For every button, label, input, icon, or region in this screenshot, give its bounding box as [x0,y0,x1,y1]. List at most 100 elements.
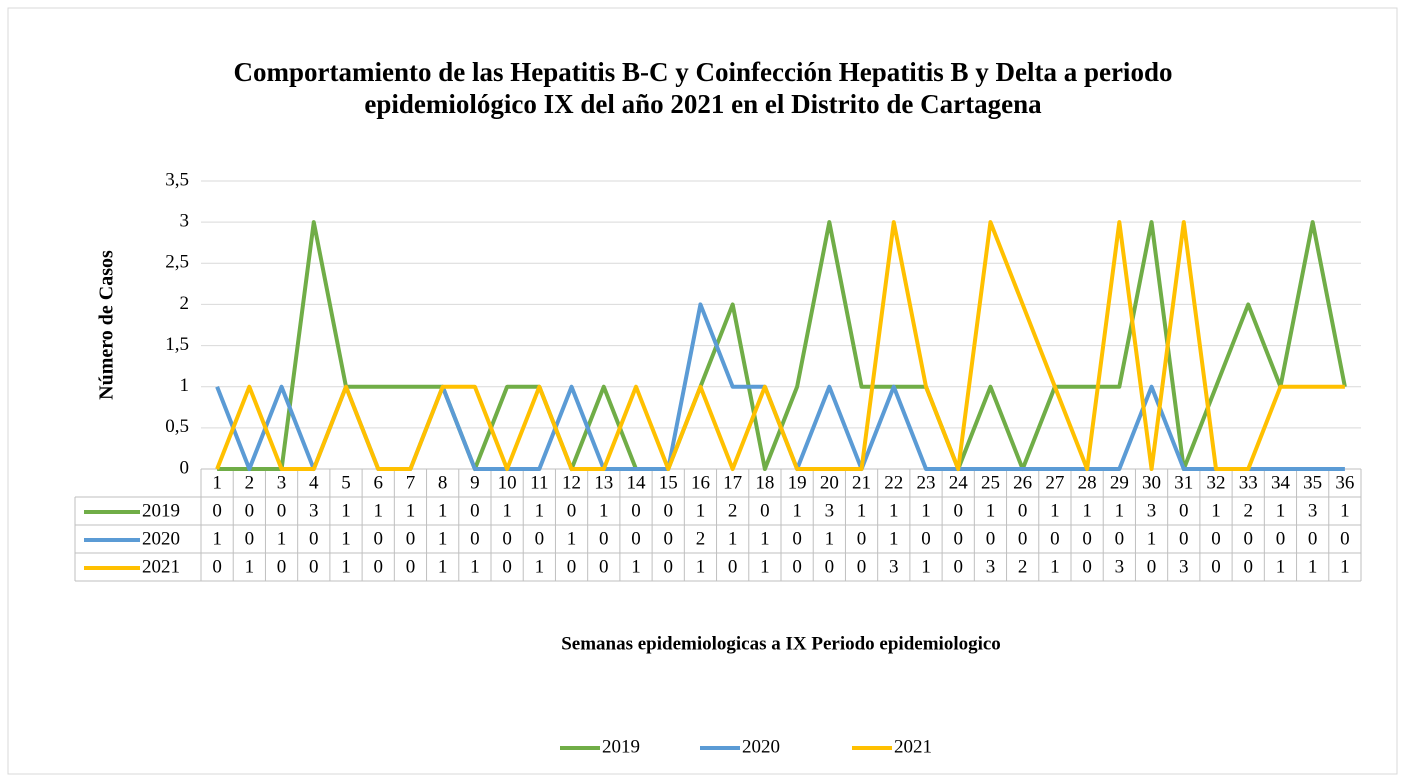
table-value: 0 [212,556,222,577]
table-value: 0 [1243,528,1253,549]
table-value: 0 [1308,528,1318,549]
table-value: 1 [760,528,770,549]
table-value: 0 [857,528,867,549]
x-tick-label: 28 [1078,472,1097,493]
table-value: 1 [889,528,899,549]
table-value: 1 [1115,500,1125,521]
table-value: 1 [792,500,802,521]
x-tick-label: 11 [530,472,548,493]
table-value: 1 [1050,556,1060,577]
table-value: 0 [567,500,577,521]
table-value: 1 [535,500,545,521]
legend-label: 2020 [742,736,780,757]
table-value: 1 [1340,500,1350,521]
x-tick-label: 8 [438,472,448,493]
table-value: 1 [696,556,706,577]
table-value: 3 [889,556,899,577]
table-value: 0 [1018,500,1028,521]
table-value: 1 [857,500,867,521]
y-tick-label: 3 [180,211,190,232]
table-value: 2 [696,528,706,549]
table-value: 0 [1115,528,1125,549]
x-axis-label: Semanas epidemiologicas a IX Periodo epi… [561,633,1001,654]
table-value: 0 [245,528,255,549]
table-value: 1 [1147,528,1157,549]
table-value: 0 [792,556,802,577]
table-value: 0 [1340,528,1350,549]
table-value: 0 [1243,556,1253,577]
table-value: 3 [309,500,319,521]
x-tick-label: 33 [1239,472,1258,493]
y-tick-label: 0 [180,457,190,478]
x-tick-label: 25 [981,472,1000,493]
y-tick-label: 1,5 [165,334,189,355]
table-value: 1 [502,500,512,521]
table-value: 1 [341,528,351,549]
x-tick-label: 23 [917,472,936,493]
legend-label: 2019 [602,736,640,757]
x-tick-label: 4 [309,472,319,493]
table-value: 1 [760,556,770,577]
table-value: 0 [212,500,222,521]
table-value: 0 [245,500,255,521]
table-value: 0 [1147,556,1157,577]
table-value: 0 [470,528,480,549]
table-value: 0 [1179,500,1189,521]
table-value: 0 [857,556,867,577]
table-value: 2 [1243,500,1253,521]
table-value: 0 [567,556,577,577]
x-tick-label: 13 [594,472,613,493]
table-value: 1 [567,528,577,549]
x-tick-label: 12 [562,472,581,493]
table-value: 1 [1340,556,1350,577]
x-tick-label: 27 [1045,472,1064,493]
table-value: 0 [953,500,963,521]
table-value: 0 [663,500,673,521]
table-value: 0 [277,556,287,577]
table-value: 1 [341,556,351,577]
x-tick-label: 2 [245,472,255,493]
table-value: 0 [373,556,383,577]
table-value: 1 [535,556,545,577]
table-value: 3 [1147,500,1157,521]
chart-border [7,7,1398,775]
x-tick-label: 16 [691,472,710,493]
table-value: 1 [341,500,351,521]
x-tick-label: 17 [723,472,742,493]
table-value: 1 [1276,556,1286,577]
table-value: 0 [1211,528,1221,549]
table-value: 0 [1050,528,1060,549]
y-tick-label: 1 [180,375,190,396]
table-value: 0 [1018,528,1028,549]
table-value: 2 [1018,556,1028,577]
table-value: 0 [792,528,802,549]
table-value: 3 [986,556,996,577]
table-value: 1 [277,528,287,549]
table-value: 0 [599,528,609,549]
x-tick-label: 7 [406,472,416,493]
y-tick-label: 0,5 [165,416,189,437]
table-value: 0 [760,500,770,521]
table-value: 0 [921,528,931,549]
x-tick-label: 31 [1174,472,1193,493]
table-value: 3 [1179,556,1189,577]
table-value: 1 [728,528,738,549]
x-tick-label: 30 [1142,472,1161,493]
x-tick-label: 5 [341,472,351,493]
x-tick-label: 18 [755,472,774,493]
table-value: 1 [438,556,448,577]
table-value: 0 [631,528,641,549]
table-value: 1 [245,556,255,577]
table-value: 1 [470,556,480,577]
x-tick-label: 34 [1271,472,1291,493]
table-value: 0 [631,500,641,521]
y-tick-label: 3,5 [165,169,189,190]
table-value: 1 [212,528,222,549]
table-value: 0 [373,528,383,549]
table-value: 0 [825,556,835,577]
legend-label: 2021 [894,736,932,757]
table-series-name: 2020 [142,528,180,549]
x-tick-label: 14 [627,472,647,493]
table-value: 1 [406,500,416,521]
x-tick-label: 24 [949,472,969,493]
